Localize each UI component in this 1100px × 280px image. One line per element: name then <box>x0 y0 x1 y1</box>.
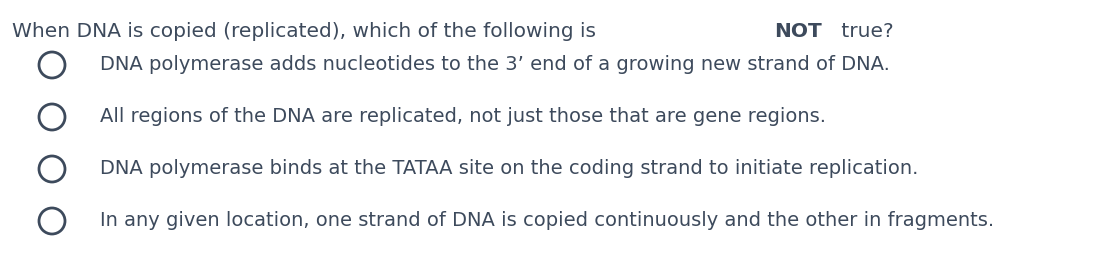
Text: In any given location, one strand of DNA is copied continuously and the other in: In any given location, one strand of DNA… <box>100 211 994 230</box>
Text: All regions of the DNA are replicated, not just those that are gene regions.: All regions of the DNA are replicated, n… <box>100 108 826 127</box>
Text: DNA polymerase adds nucleotides to the 3’ end of a growing new strand of DNA.: DNA polymerase adds nucleotides to the 3… <box>100 55 890 74</box>
Text: true?: true? <box>835 22 894 41</box>
Text: When DNA is copied (replicated), which of the following is: When DNA is copied (replicated), which o… <box>12 22 603 41</box>
Text: NOT: NOT <box>773 22 822 41</box>
Text: DNA polymerase binds at the TATAA site on the coding strand to initiate replicat: DNA polymerase binds at the TATAA site o… <box>100 160 918 179</box>
